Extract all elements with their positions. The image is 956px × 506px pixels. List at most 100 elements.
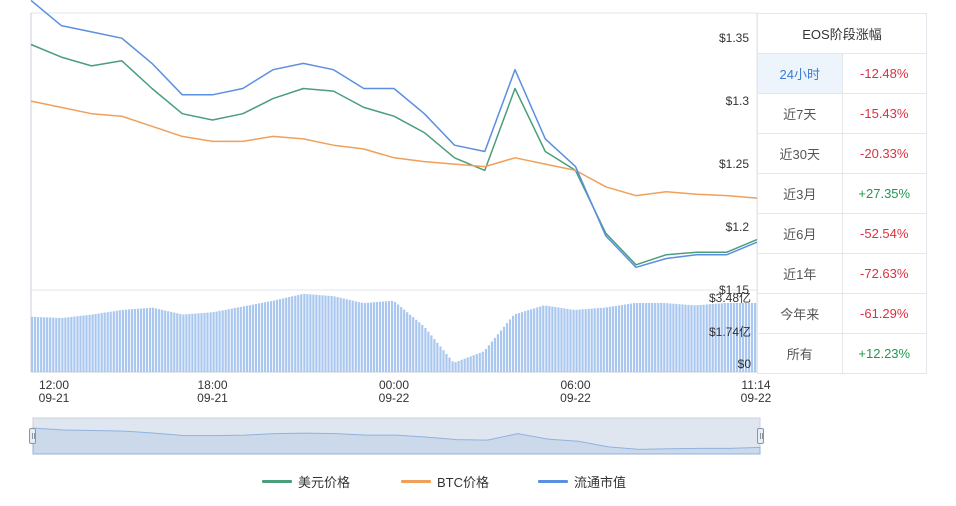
volume-bar [475, 354, 478, 372]
period-row[interactable]: 近3月 +27.35% [757, 173, 927, 214]
period-label[interactable]: 所有 [757, 333, 843, 374]
volume-bar [527, 310, 530, 372]
volume-bar [300, 294, 303, 372]
date-tick-label: 09-22 [741, 391, 772, 405]
volume-bar [73, 316, 76, 372]
volume-bar [593, 308, 596, 372]
period-label[interactable]: 近1年 [757, 253, 843, 294]
price-axis-ticks: $1.35 $1.3 $1.25 $1.2 $1.15 [719, 31, 749, 297]
volume-bar [136, 308, 140, 372]
time-tick-label: 06:00 [560, 378, 590, 392]
period-label[interactable]: 近30天 [757, 133, 843, 174]
time-tick-label: 12:00 [39, 378, 69, 392]
period-row[interactable]: 24小时 -12.48% [757, 53, 927, 94]
volume-bar [191, 313, 194, 372]
chart-legend: 美元价格 BTC价格 流通市值 [0, 472, 900, 491]
volume-bar [357, 302, 360, 372]
legend-label: 流通市值 [574, 475, 627, 490]
volume-bar [744, 303, 748, 372]
legend-item[interactable]: BTC价格 [401, 472, 489, 491]
volume-bar [747, 303, 751, 372]
volume-bar [699, 304, 702, 372]
volume-bar [164, 310, 167, 372]
volume-bar [139, 308, 143, 372]
volume-bar [563, 308, 566, 372]
volume-bar [245, 305, 248, 372]
volume-bar [499, 330, 503, 372]
volume-bar [702, 304, 705, 372]
volume-bar [82, 315, 85, 372]
volume-bar [738, 303, 742, 372]
volume-bar [155, 308, 158, 372]
volume-bar [409, 314, 412, 372]
volume-bar [218, 310, 221, 372]
volume-bar [282, 298, 285, 372]
volume-bar [466, 357, 469, 372]
volume-bar [315, 294, 318, 372]
volume-bar [348, 299, 351, 372]
volume-bar [251, 304, 254, 372]
volume-bar [400, 307, 403, 372]
volume-bar [521, 312, 524, 372]
volume-bar [560, 308, 563, 372]
volume-bar [433, 339, 436, 372]
volume-bar [602, 307, 605, 372]
volume-bar [369, 302, 372, 372]
series-line [30, 0, 758, 269]
range-handle-left[interactable] [29, 428, 36, 444]
period-label[interactable]: 近6月 [757, 213, 843, 254]
volume-bar [451, 361, 454, 372]
volume-bar [279, 299, 282, 372]
period-label[interactable]: 24小时 [757, 53, 843, 94]
legend-swatch [538, 480, 568, 483]
volume-bar [421, 324, 424, 372]
volume-axis-ticks: $3.48亿 $1.74亿 $0 [709, 290, 751, 371]
period-label[interactable]: 今年来 [757, 293, 843, 334]
volume-bar [242, 306, 245, 372]
volume-bar [548, 306, 551, 372]
series-line [30, 43, 758, 266]
volume-bar [121, 309, 124, 372]
period-row[interactable]: 近7天 -15.43% [757, 93, 927, 134]
price-tick-label: $1.35 [719, 31, 749, 45]
volume-bar [566, 308, 569, 372]
volume-bar [729, 303, 732, 372]
period-row[interactable]: 今年来 -61.29% [757, 293, 927, 334]
volume-bar [109, 311, 112, 372]
volume-bar [599, 307, 602, 372]
volume-bar [542, 305, 545, 372]
period-row[interactable]: 近30天 -20.33% [757, 133, 927, 174]
volume-bar [457, 361, 460, 372]
period-row[interactable]: 所有 +12.23% [757, 333, 927, 374]
volume-bar [463, 358, 466, 372]
volume-bar [173, 312, 176, 372]
volume-bar [112, 311, 115, 372]
volume-bar [391, 300, 394, 372]
period-label[interactable]: 近7天 [757, 93, 843, 134]
volume-bar [185, 314, 188, 372]
volume-bar [79, 315, 82, 372]
legend-item[interactable]: 美元价格 [262, 472, 350, 491]
volume-bar [481, 351, 484, 372]
volume-bar [294, 295, 297, 372]
volume-bar [70, 316, 73, 372]
volume-bar [472, 355, 475, 372]
legend-item[interactable]: 流通市值 [538, 472, 626, 491]
volume-bar [339, 297, 342, 372]
range-handle-right[interactable] [757, 428, 764, 444]
volume-bar [639, 303, 642, 372]
volume-bar [324, 295, 327, 372]
period-row[interactable]: 近1年 -72.63% [757, 253, 927, 294]
volume-bar [445, 353, 448, 372]
volume-bar [152, 307, 155, 372]
period-label[interactable]: 近3月 [757, 173, 843, 214]
period-change-table: EOS阶段涨幅 24小时 -12.48% 近7天 -15.43% 近30天 -20.33%… [757, 13, 927, 374]
volume-bar [230, 308, 233, 372]
volume-bar [224, 309, 227, 372]
volume-bar [372, 302, 375, 372]
volume-bar [194, 313, 197, 372]
volume-bar [161, 309, 164, 372]
volume-bar [215, 311, 218, 372]
time-tick-label: 00:00 [379, 378, 409, 392]
period-row[interactable]: 近6月 -52.54% [757, 213, 927, 254]
